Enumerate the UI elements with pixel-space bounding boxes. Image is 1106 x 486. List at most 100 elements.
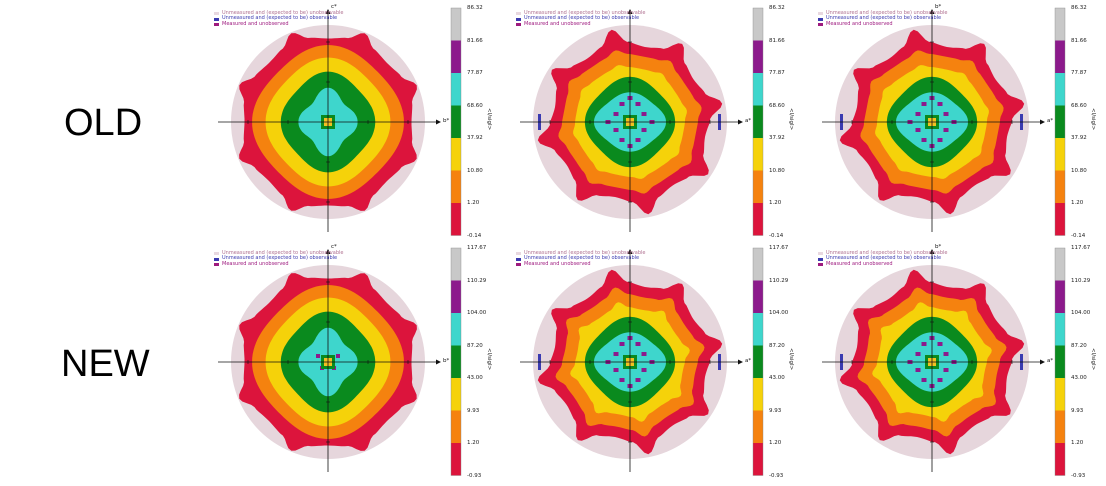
colorbar-tick-label: 86.32 xyxy=(1071,5,1087,11)
colorbar-segment xyxy=(753,203,763,236)
colorbar-frame xyxy=(752,7,764,236)
colorbar-segment xyxy=(1055,105,1065,138)
unobserved-spot xyxy=(641,112,647,116)
colorbar-segment xyxy=(451,203,461,236)
legend-swatch xyxy=(214,257,219,261)
legend-entry: Unmeasured and (expected to be) unobserv… xyxy=(818,10,948,16)
legend-entry: Measured and unobserved xyxy=(214,260,343,267)
colorbar-tick-label: 37.92 xyxy=(467,135,483,141)
colorbar-tick-label: -0.93 xyxy=(467,472,482,479)
legend-swatch xyxy=(516,12,521,16)
legend: Unmeasured and (expected to be) unobserv… xyxy=(214,250,343,267)
colorbar-frame xyxy=(450,7,462,236)
x-axis-label: a* xyxy=(745,118,752,124)
legend-entry: Measured and unobserved xyxy=(818,20,947,27)
colorbar-tick-label: -0.14 xyxy=(769,232,784,239)
colorbar-tick-label: 87.20 xyxy=(1071,342,1087,349)
colorbar-tick-label: 77.87 xyxy=(467,70,483,76)
unobserved-spot xyxy=(641,352,647,356)
colorbar-tick-label: 104.00 xyxy=(467,310,487,316)
unobserved-spot xyxy=(613,352,619,356)
colorbar-segment xyxy=(753,40,763,73)
legend-swatch xyxy=(818,263,823,267)
unobserved-spot xyxy=(921,378,927,382)
x-axis-arrow xyxy=(1040,359,1045,365)
legend-label: Unmeasured and (expected to be) observab… xyxy=(826,255,942,262)
colorbar-frame xyxy=(450,247,462,476)
unobserved-spot xyxy=(619,342,625,346)
unobserved-spot xyxy=(336,354,340,358)
colorbar-tick-label: 81.66 xyxy=(769,37,785,44)
legend-entry: Unmeasured and (expected to be) unobserv… xyxy=(818,250,947,256)
unobserved-spot xyxy=(619,138,625,142)
colorbar-title: <I/sigI> xyxy=(1090,348,1096,371)
legend-entry: Measured and unobserved xyxy=(214,21,343,27)
x-axis-arrow xyxy=(436,359,441,365)
y-axis-label: b* xyxy=(935,244,942,250)
colorbar-segment xyxy=(451,313,461,346)
legend-label: Unmeasured and (expected to be) unobserv… xyxy=(826,10,948,16)
plot-panel-old-2: a* Unmeasured and (expected to be) unobse… xyxy=(510,5,800,246)
colorbar-tick-label: 77.87 xyxy=(769,70,785,76)
unobserved-spot xyxy=(937,342,943,346)
legend-swatch xyxy=(516,263,521,267)
unobserved-spot xyxy=(635,378,641,382)
plot-panel-new-3: a* b* Unmeasured and (expected to be) unob… xyxy=(812,244,1102,486)
unobserved-spot xyxy=(915,128,921,132)
colorbar-tick-label: 77.87 xyxy=(1071,70,1087,76)
colorbar-tick-label: 1.20 xyxy=(467,200,480,206)
colorbar-segment xyxy=(451,378,461,411)
legend: Unmeasured and (expected to be) unobserv… xyxy=(214,10,343,27)
legend-entry: Unmeasured and (expected to be) observab… xyxy=(818,255,947,262)
colorbar-tick-label: -0.93 xyxy=(769,472,784,479)
legend-swatch xyxy=(214,17,219,21)
colorbar-tick-label: 110.29 xyxy=(769,277,789,284)
unobserved-spot xyxy=(613,128,619,132)
row-label-old: OLD xyxy=(64,102,143,144)
colorbar-tick-label: 81.66 xyxy=(1071,37,1087,44)
colorbar-tick-label: 9.93 xyxy=(769,407,782,414)
colorbar-segment xyxy=(1055,313,1065,346)
colorbar-tick-label: 104.00 xyxy=(1071,310,1091,316)
colorbar-tick-label: 10.80 xyxy=(467,167,483,174)
colorbar-tick-label: 117.67 xyxy=(467,245,487,251)
colorbar-segment xyxy=(451,40,461,73)
colorbar-segment xyxy=(753,345,763,378)
colorbar-segment xyxy=(1055,345,1065,378)
colorbar-segment xyxy=(1055,138,1065,171)
legend-entry: Measured and unobserved xyxy=(516,261,645,267)
colorbar-segment xyxy=(451,138,461,171)
colorbar-tick-label: 37.92 xyxy=(1071,135,1087,141)
colorbar-tick-label: 86.32 xyxy=(769,5,785,11)
reciprocal-space-map xyxy=(822,247,1066,476)
colorbar-tick-label: 68.60 xyxy=(769,102,785,109)
unobserved-spot xyxy=(613,368,619,372)
unobserved-spot xyxy=(619,102,625,106)
legend: Unmeasured and (expected to be) unobserv… xyxy=(516,10,645,27)
legend-swatch xyxy=(818,12,823,16)
colorbar-segment xyxy=(753,280,763,313)
y-axis-label: b* xyxy=(935,4,942,10)
colorbar-title: <I/sigI> xyxy=(486,108,492,131)
legend-label: Measured and unobserved xyxy=(826,260,893,267)
legend-label: Measured and unobserved xyxy=(826,20,893,27)
colorbar-segment xyxy=(1055,280,1065,313)
legend-label: Unmeasured and (expected to be) observab… xyxy=(222,15,338,22)
plot-panel-new-2: a* Unmeasured and (expected to be) unobse… xyxy=(510,245,800,486)
reciprocal-space-map xyxy=(218,247,462,476)
legend-label: Measured and unobserved xyxy=(222,260,289,267)
unobserved-spot xyxy=(915,368,921,372)
colorbar-segment xyxy=(451,170,461,203)
legend-swatch xyxy=(516,23,521,27)
legend-entry: Unmeasured and (expected to be) unobserv… xyxy=(214,250,343,256)
unobserved-spot xyxy=(316,114,320,118)
colorbar-tick-label: 43.00 xyxy=(769,375,785,381)
legend: Unmeasured and (expected to be) unobserv… xyxy=(818,250,947,267)
x-axis-label: a* xyxy=(745,358,752,364)
x-axis-label: b* xyxy=(443,358,450,364)
colorbar-tick-label: 10.80 xyxy=(1071,167,1087,174)
unobserved-spot xyxy=(635,342,641,346)
legend-swatch xyxy=(214,252,219,256)
x-axis-arrow xyxy=(738,119,743,125)
unobserved-spot xyxy=(943,352,949,356)
